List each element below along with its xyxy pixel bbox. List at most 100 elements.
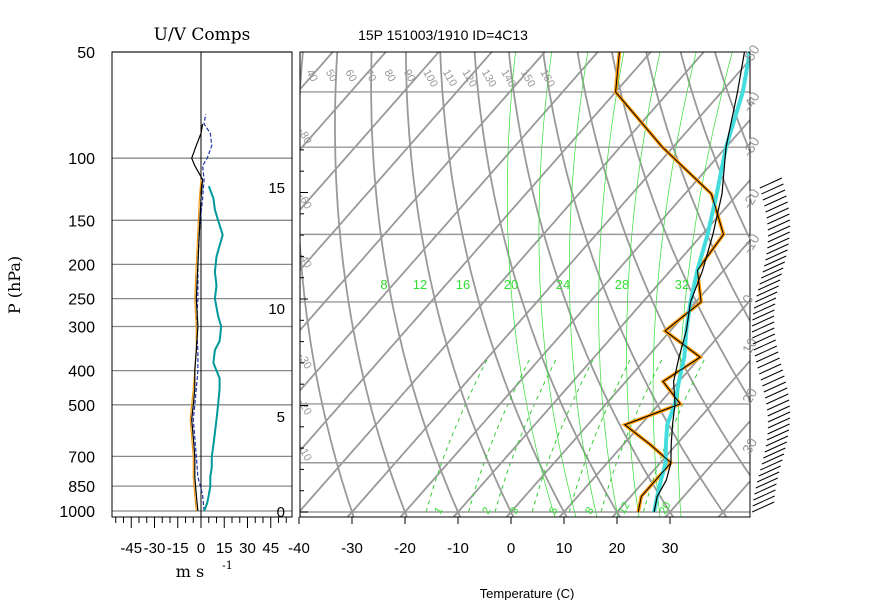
dry-adiabat-line bbox=[300, 52, 355, 517]
wind-barb bbox=[755, 351, 779, 363]
isotherm-line bbox=[717, 479, 750, 517]
wind-barb bbox=[752, 333, 776, 345]
dry-adiabat-line bbox=[756, 0, 887, 527]
wind-barb bbox=[766, 207, 789, 219]
temperature-tick-label: -20 bbox=[394, 540, 416, 557]
wind-barbs bbox=[751, 177, 791, 513]
dry-adiabat-line bbox=[783, 0, 887, 527]
wind-barb bbox=[757, 357, 780, 369]
wind-barb bbox=[755, 291, 778, 303]
moist-adiabat-line bbox=[506, 52, 556, 517]
pressure-tick-label: 850 bbox=[68, 479, 95, 496]
uv-frame bbox=[111, 51, 293, 518]
dry-adiabat-label: 90 bbox=[401, 68, 418, 85]
dry-adiabat-label: 160 bbox=[537, 68, 557, 90]
pressure-tick-label: 50 bbox=[77, 45, 95, 62]
moist-adiabat-label: 12 bbox=[413, 277, 427, 292]
mixing-ratio-label: 2 bbox=[480, 505, 493, 516]
wind-barb bbox=[753, 297, 777, 309]
temperature-tick-label: -40 bbox=[288, 540, 310, 557]
uv-series-line bbox=[191, 123, 204, 512]
wind-barb bbox=[751, 315, 775, 327]
isotherm-right-label: 10 bbox=[739, 335, 761, 357]
dry-adiabat-line bbox=[576, 52, 750, 477]
pressure-tick-label: 300 bbox=[68, 320, 95, 337]
moist-adiabat-line bbox=[538, 52, 577, 517]
dry-adiabat-line bbox=[610, 52, 750, 402]
moist-adiabat-line bbox=[598, 52, 625, 517]
wind-barb bbox=[761, 267, 784, 279]
uv-pressure-ticks: 50 100 150 200 250 300 400 500 700 850 1000 bbox=[59, 45, 95, 521]
moist-adiabat-label: 24 bbox=[556, 277, 570, 292]
pressure-tick-label: 150 bbox=[68, 213, 95, 230]
moist-adiabat-line bbox=[569, 52, 598, 517]
wind-barb bbox=[761, 183, 784, 195]
isotherm-left-label: -60 bbox=[295, 192, 313, 212]
uv-y-axis-label: P (hPa) bbox=[5, 256, 24, 314]
wind-barb bbox=[764, 441, 787, 453]
dry-adiabat-label: 50 bbox=[323, 68, 340, 85]
wind-barb bbox=[762, 261, 786, 273]
temperature-tick-label: -30 bbox=[341, 540, 363, 557]
wind-barb bbox=[764, 387, 788, 399]
uv-x-axis-label: m s bbox=[176, 562, 204, 581]
wind-barb bbox=[755, 477, 778, 489]
wind-barb bbox=[767, 423, 790, 435]
wind-barb bbox=[762, 375, 785, 387]
isotherm-line bbox=[300, 52, 599, 392]
dry-adiabat-line bbox=[370, 52, 462, 517]
dry-adiabats bbox=[300, 0, 887, 527]
dry-adiabat-line bbox=[645, 52, 750, 323]
uv-panel: U/V Comps 501001502002503004005007008501… bbox=[5, 25, 293, 581]
isotherm-line bbox=[0, 0, 383, 527]
temperature-x-ticks: -40 -30 -20 -10 0 10 20 30 bbox=[288, 517, 678, 557]
isotherm-line bbox=[611, 359, 750, 517]
wind-barb bbox=[766, 243, 789, 255]
dry-adiabat-line bbox=[334, 52, 408, 517]
wind-barb bbox=[754, 483, 777, 495]
uv-series-line bbox=[203, 185, 224, 512]
isotherm-line bbox=[0, 0, 277, 527]
uv-series-line bbox=[189, 179, 202, 512]
isotherm-left-label: -10 bbox=[295, 444, 313, 464]
wind-barb bbox=[764, 255, 787, 267]
temperature-tick-label: 20 bbox=[609, 540, 626, 557]
mixing-ratio-line bbox=[600, 356, 664, 513]
mixing-ratio-lines bbox=[425, 356, 706, 513]
moist-adiabat-label: 8 bbox=[380, 277, 387, 292]
uv-x-tick-label: -30 bbox=[144, 540, 166, 557]
wind-barb bbox=[766, 429, 790, 441]
wind-barb bbox=[751, 501, 775, 513]
wind-barb bbox=[760, 369, 784, 381]
height-km-label: 10 bbox=[268, 301, 285, 318]
sounding-series bbox=[613, 52, 750, 513]
mixing-ratio-line bbox=[643, 356, 706, 513]
temperature-tick-label: 30 bbox=[662, 540, 679, 557]
mixing-ratio-label: 5 bbox=[547, 505, 560, 516]
wind-barb bbox=[752, 309, 775, 321]
wind-barb bbox=[751, 321, 775, 333]
pressure-tick-label: 250 bbox=[68, 292, 95, 309]
uv-x-tick-label: -15 bbox=[167, 540, 189, 557]
wind-barb bbox=[765, 201, 788, 213]
pressure-tick-label: 400 bbox=[68, 364, 95, 381]
mixing-ratio-label: 12 bbox=[616, 500, 633, 517]
skewt-title: 15P 151003/1910 ID=4C13 bbox=[358, 27, 528, 43]
isotherm-line bbox=[300, 52, 440, 212]
wind-barb bbox=[767, 219, 791, 231]
height-km-label: 0 bbox=[277, 504, 285, 521]
skewt-frame bbox=[299, 51, 751, 518]
uv-x-ticks: -45 -30 -15 0 15 30 45 bbox=[115, 517, 287, 557]
dry-adiabat-line bbox=[866, 0, 887, 527]
uv-x-tick-label: 30 bbox=[239, 540, 256, 557]
isotherm-line bbox=[300, 52, 652, 452]
dry-adiabat-line bbox=[507, 52, 675, 517]
moist-adiabat-label: 28 bbox=[615, 277, 629, 292]
height-km-label: 5 bbox=[277, 409, 285, 426]
isotherm-line bbox=[664, 419, 750, 517]
dry-adiabat-label: 40 bbox=[303, 68, 320, 85]
moist-adiabats bbox=[506, 52, 733, 517]
